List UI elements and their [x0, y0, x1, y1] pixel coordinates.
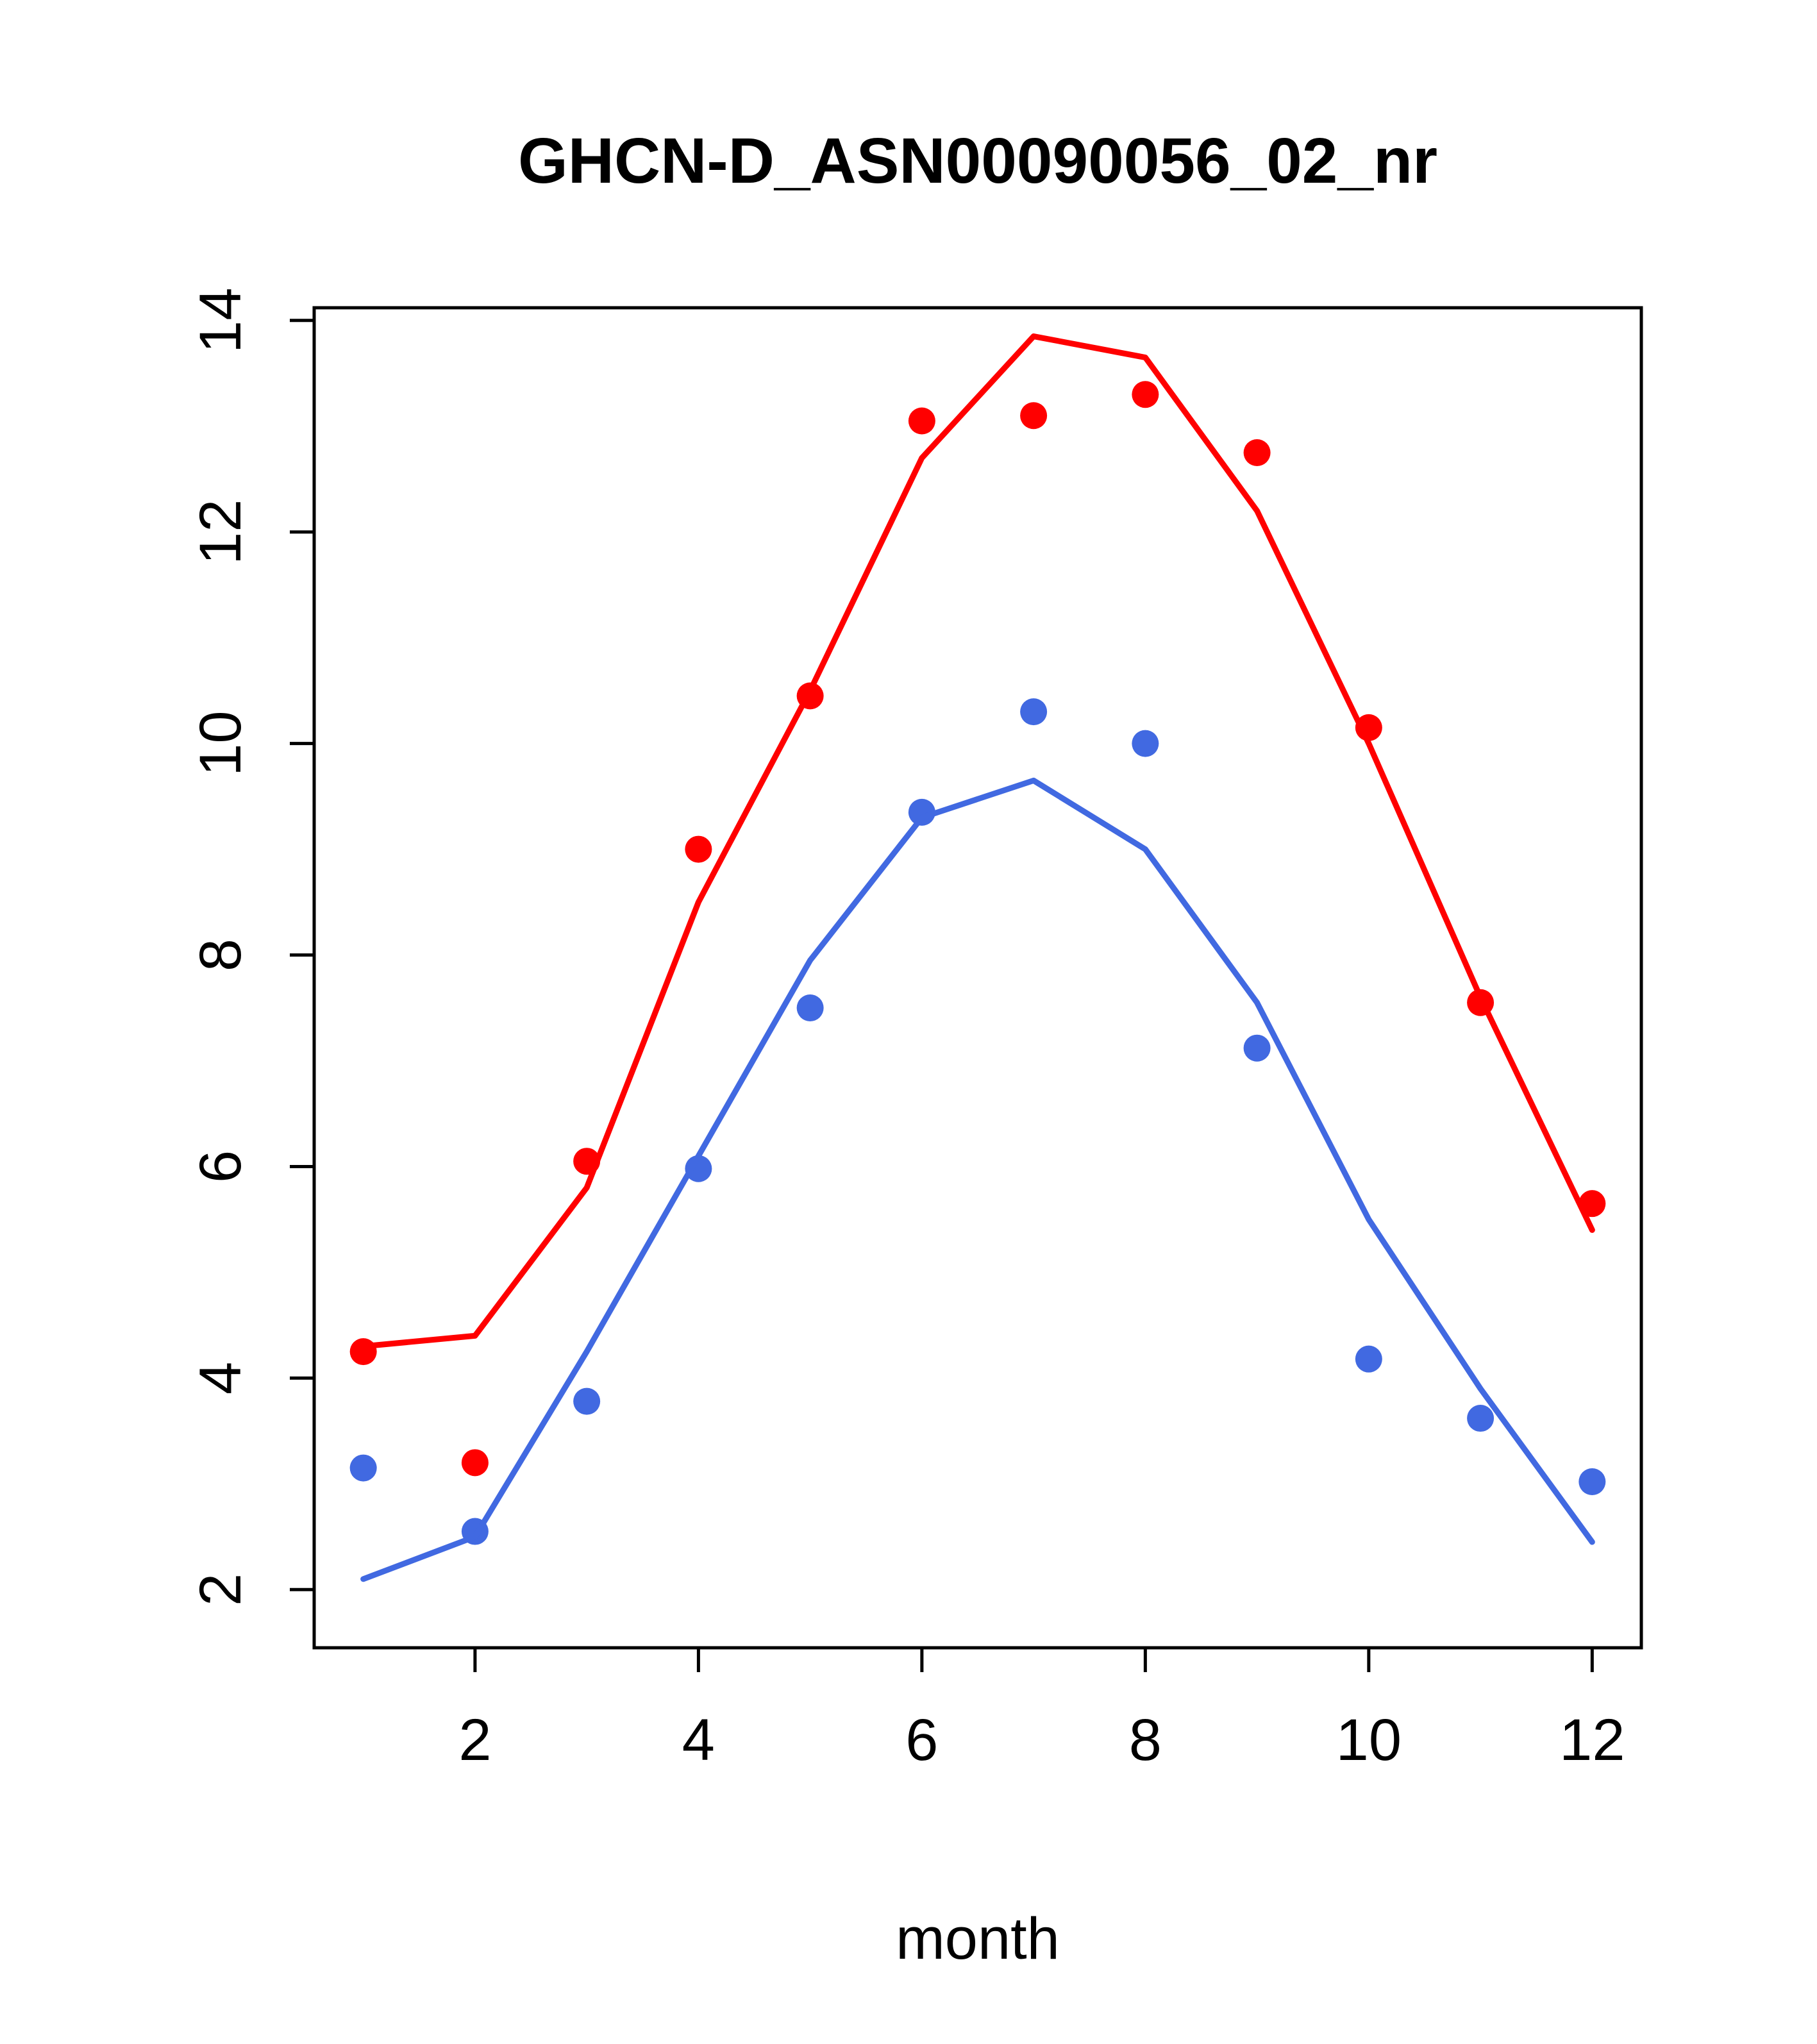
- y-tick-label: 2: [188, 1573, 253, 1606]
- x-tick-label: 6: [905, 1707, 938, 1773]
- blue-observed-points-marker: [908, 798, 935, 826]
- blue-model-line: [360, 777, 1595, 1582]
- y-tick-label: 6: [188, 1150, 253, 1183]
- red-observed-points-marker: [1020, 402, 1048, 430]
- blue-observed-points-marker: [573, 1387, 601, 1415]
- red-observed-points: [349, 381, 1606, 1477]
- chart-title: GHCN-D_ASN00090056_02_nr: [518, 125, 1437, 197]
- blue-observed-points-marker: [1355, 1345, 1382, 1373]
- red-model-line: [360, 333, 1595, 1350]
- blue-observed-points-marker: [1467, 1405, 1495, 1432]
- x-tick-label: 8: [1129, 1707, 1162, 1773]
- series-layer: [349, 333, 1606, 1582]
- red-observed-points-marker: [908, 407, 935, 435]
- blue-observed-points: [349, 698, 1606, 1545]
- blue-observed-points-marker: [685, 1155, 712, 1182]
- x-tick-label: 12: [1559, 1707, 1625, 1773]
- plot-box: [312, 306, 1643, 1650]
- red-observed-points-marker: [349, 1338, 377, 1366]
- blue-observed-points-marker: [1020, 698, 1048, 726]
- blue-observed-points-marker: [1132, 730, 1159, 757]
- axes-layer: 2 4 6 8 10 12 2 4 6 8 10 12 14: [188, 288, 1643, 1773]
- red-observed-points-marker: [1132, 381, 1159, 408]
- y-tick-label: 12: [188, 499, 253, 565]
- blue-observed-points-marker: [796, 994, 824, 1022]
- blue-observed-points-marker: [1578, 1468, 1606, 1496]
- x-tick-label: 2: [458, 1707, 491, 1773]
- x-axis-label: month: [896, 1906, 1060, 1972]
- blue-observed-points-marker: [1243, 1034, 1271, 1062]
- x-tick-label: 4: [682, 1707, 715, 1773]
- y-tick-label: 10: [188, 710, 253, 776]
- red-observed-points-marker: [461, 1449, 489, 1477]
- red-observed-points-marker: [1243, 439, 1271, 466]
- y-tick-label: 8: [188, 939, 253, 971]
- red-observed-points-marker: [685, 835, 712, 863]
- x-tick-label: 10: [1336, 1707, 1402, 1773]
- y-tick-label: 4: [188, 1362, 253, 1395]
- blue-observed-points-marker: [349, 1454, 377, 1482]
- y-tick-label: 14: [188, 288, 253, 353]
